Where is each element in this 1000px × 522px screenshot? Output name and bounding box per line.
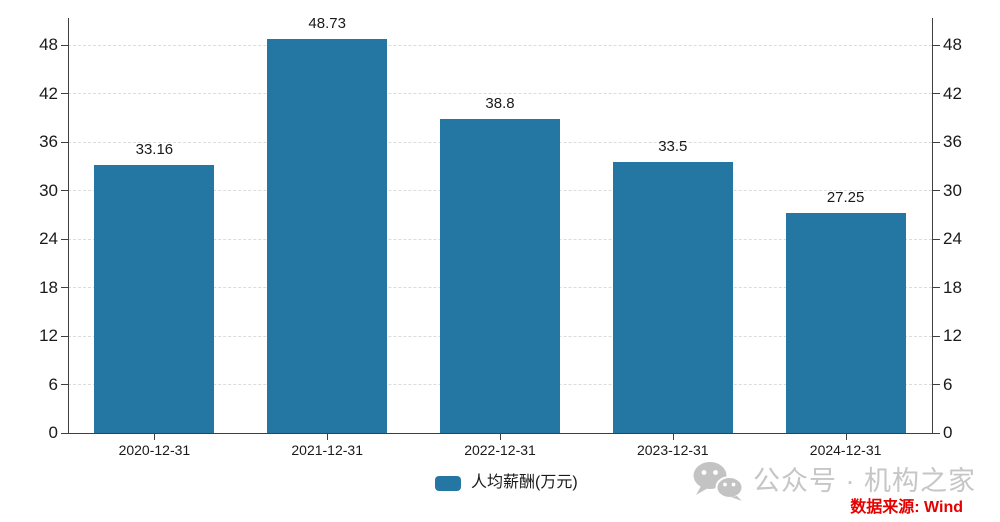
y-tick-label-right: 48	[943, 35, 962, 54]
x-tick-mark	[500, 434, 501, 440]
y-tick-mark-left	[61, 44, 68, 46]
y-tick-mark-right	[933, 238, 940, 240]
y-tick-label-left: 30	[39, 180, 58, 200]
bar-value-label: 27.25	[826, 188, 865, 206]
bar-value-label: 38.8	[485, 95, 515, 113]
legend-label: 人均薪酬(万元)	[471, 474, 578, 491]
y-tick-mark-left	[61, 141, 68, 143]
y-tick-label-right: 0	[943, 423, 953, 442]
bar	[267, 39, 388, 433]
y-tick-mark-left	[61, 432, 68, 434]
y-tick-label-left: 6	[48, 374, 58, 394]
y-tick-label-left: 36	[39, 132, 58, 151]
y-tick-label-right: 6	[943, 374, 953, 394]
bar	[440, 119, 560, 433]
x-tick-label: 2020-12-31	[118, 442, 191, 458]
y-tick-label-right: 24	[943, 229, 962, 248]
y-tick-label-right: 36	[943, 132, 962, 151]
bar-value-label: 33.5	[658, 138, 688, 156]
y-tick-mark-left	[61, 238, 68, 240]
y-tick-mark-left	[61, 287, 68, 288]
wechat-icon	[693, 462, 744, 501]
bar	[94, 164, 215, 433]
watermark-text: 公众号 · 机构之家	[753, 466, 976, 496]
x-tick-mark	[327, 434, 329, 440]
bar	[785, 212, 906, 433]
y-tick-label-right: 18	[943, 277, 962, 297]
watermark: 公众号 · 机构之家	[692, 461, 976, 501]
y-tick-mark-left	[61, 335, 68, 337]
y-tick-mark-right	[933, 44, 940, 46]
gridline	[68, 44, 932, 46]
gridline	[68, 93, 932, 94]
x-tick-label: 2023-12-31	[636, 442, 709, 458]
bar-value-label: 48.73	[308, 15, 346, 33]
y-axis-right	[932, 18, 933, 433]
x-tick-mark	[845, 434, 847, 440]
bar-value-label: 33.16	[135, 140, 174, 158]
y-tick-label-left: 24	[39, 229, 58, 248]
y-tick-label-right: 42	[943, 83, 962, 103]
y-tick-label-left: 48	[39, 35, 58, 54]
y-axis-left	[68, 18, 69, 433]
x-tick-label: 2022-12-31	[464, 442, 536, 458]
x-tick-label: 2021-12-31	[291, 442, 363, 458]
y-tick-mark-right	[933, 93, 940, 94]
y-tick-mark-left	[61, 190, 68, 191]
legend: 人均薪酬(万元)	[435, 475, 578, 491]
y-tick-label-left: 0	[48, 423, 58, 442]
y-tick-mark-right	[933, 432, 940, 434]
bar	[612, 162, 733, 433]
y-tick-mark-left	[61, 384, 68, 385]
y-tick-mark-left	[61, 93, 68, 94]
legend-swatch	[435, 475, 461, 491]
y-tick-label-right: 12	[943, 326, 962, 345]
x-tick-mark	[672, 434, 674, 440]
y-tick-mark-right	[933, 287, 940, 288]
y-tick-mark-right	[933, 190, 940, 191]
x-axis	[68, 433, 933, 434]
y-tick-mark-right	[933, 384, 940, 385]
y-tick-label-left: 18	[39, 277, 58, 297]
x-tick-mark	[154, 434, 156, 440]
data-source-text: 数据来源: Wind	[850, 499, 963, 516]
y-tick-mark-right	[933, 141, 940, 143]
y-tick-label-left: 42	[39, 83, 58, 103]
y-tick-label-right: 30	[943, 180, 962, 200]
y-tick-label-left: 12	[39, 326, 58, 345]
y-tick-mark-right	[933, 335, 940, 337]
x-tick-label: 2024-12-31	[809, 442, 882, 458]
